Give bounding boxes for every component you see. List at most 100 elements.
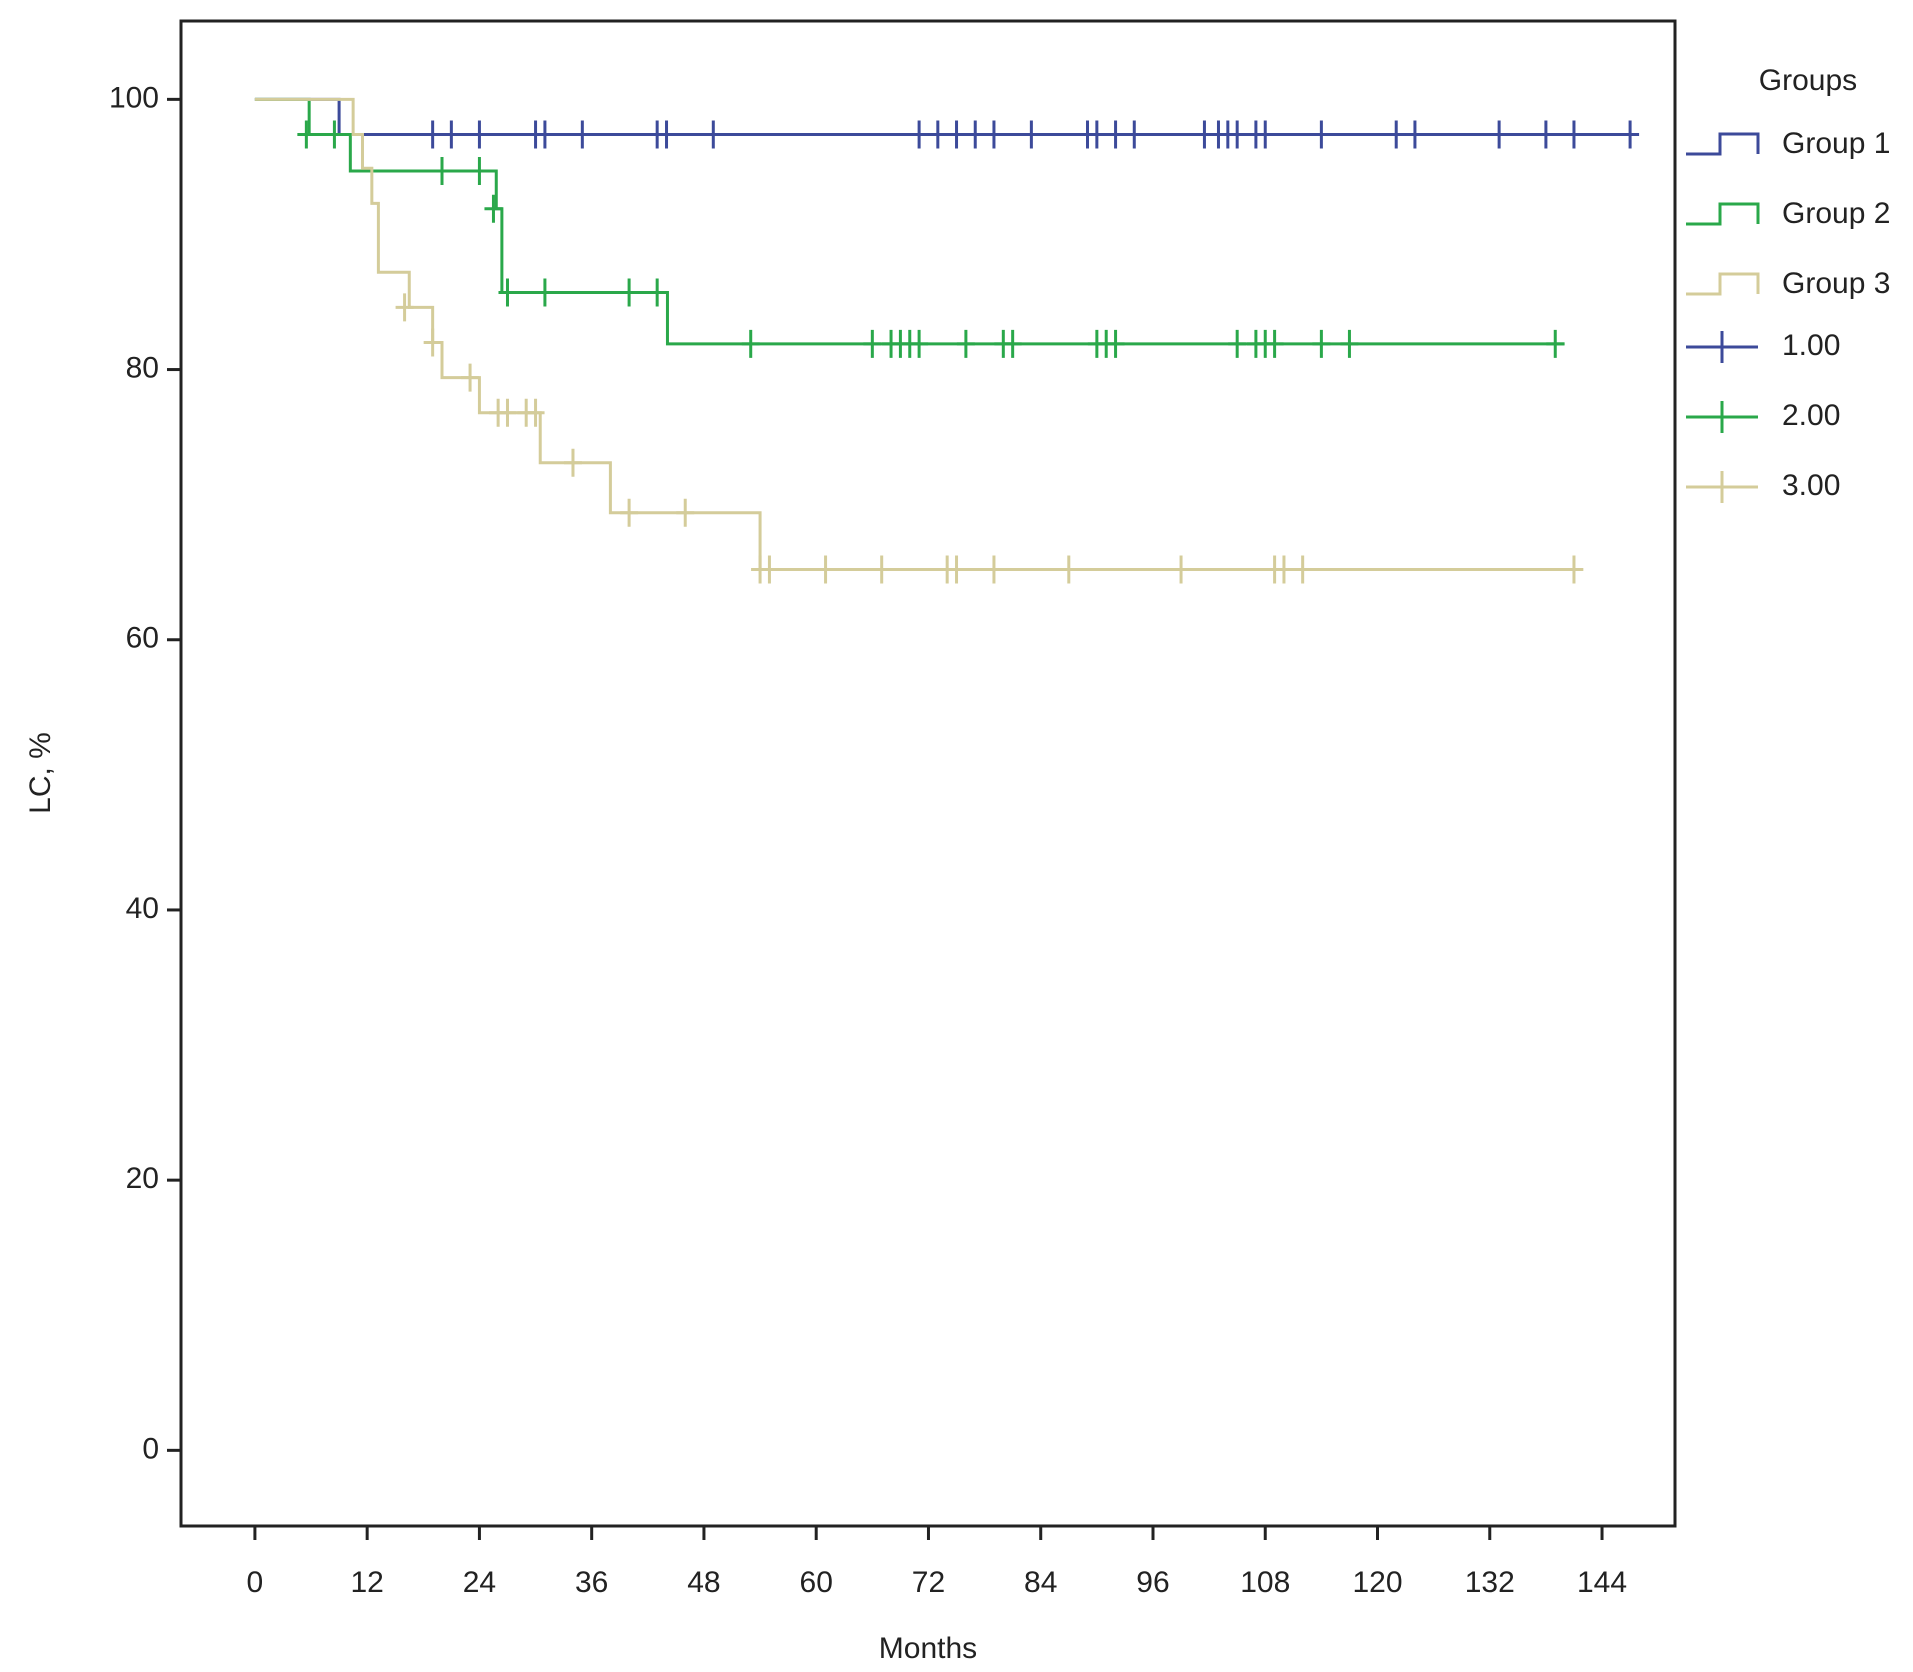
censor-mark: [1125, 120, 1144, 149]
survival-curve: [254, 97, 1584, 572]
censor-mark: [573, 120, 592, 149]
censor-mark: [297, 120, 316, 149]
x-tick-label: 84: [1024, 1566, 1057, 1599]
censor-mark: [760, 555, 779, 584]
censor-mark: [956, 329, 975, 358]
y-axis-label: LC, %: [24, 732, 57, 814]
censor-mark: [484, 194, 503, 223]
legend-swatch: [1686, 202, 1760, 226]
censor-mark: [984, 120, 1003, 149]
censor-mark: [984, 555, 1003, 584]
censor-mark: [1172, 555, 1191, 584]
x-tick-label: 120: [1352, 1566, 1402, 1599]
censor-mark: [1387, 120, 1406, 149]
y-tick-label: 40: [126, 892, 159, 925]
censor-mark: [470, 156, 489, 185]
legend-swatch: [1686, 401, 1758, 433]
censor-mark: [470, 120, 489, 149]
censor-mark: [1256, 120, 1275, 149]
plot-frame: [179, 19, 1677, 1528]
censor-mark: [741, 329, 760, 358]
censor-mark: [498, 398, 517, 427]
legend-label: Group 2: [1782, 197, 1890, 230]
x-tick-label: 108: [1240, 1566, 1290, 1599]
censor-mark: [1106, 329, 1125, 358]
legend-label: 2.00: [1782, 399, 1840, 432]
survival-curve: [254, 97, 1565, 346]
legend-swatch: [1686, 272, 1760, 296]
censor-mark: [1564, 120, 1583, 149]
censor-mark: [1546, 329, 1565, 358]
censor-mark: [863, 329, 882, 358]
y-tick-label: 0: [142, 1432, 159, 1465]
censor-mark: [1490, 120, 1509, 149]
censor-mark: [928, 120, 947, 149]
censor-mark: [620, 278, 639, 307]
x-tick-label: 60: [800, 1566, 833, 1599]
censor-mark: [526, 398, 545, 427]
censor-mark: [423, 328, 442, 357]
censor-mark: [423, 120, 442, 149]
censor-mark: [872, 555, 891, 584]
legend-label: Group 1: [1782, 127, 1890, 160]
censor-mark: [1293, 555, 1312, 584]
censor-mark: [910, 329, 929, 358]
censor-mark: [1564, 555, 1583, 584]
censor-mark: [947, 555, 966, 584]
censor-mark: [620, 498, 639, 527]
legend-swatch: [1686, 132, 1760, 156]
censor-mark: [657, 120, 676, 149]
censor-mark: [395, 293, 414, 322]
x-tick-label: 24: [463, 1566, 496, 1599]
censor-mark: [1312, 329, 1331, 358]
censor-mark: [816, 555, 835, 584]
y-tick-label: 100: [109, 81, 159, 114]
legend-label: 1.00: [1782, 329, 1840, 362]
censor-mark: [461, 363, 480, 392]
y-tick-label: 20: [126, 1162, 159, 1195]
x-tick-label: 144: [1577, 1566, 1627, 1599]
censor-mark: [563, 448, 582, 477]
x-tick-label: 0: [247, 1566, 264, 1599]
legend-title: Groups: [1759, 64, 1857, 97]
censor-mark: [676, 498, 695, 527]
censor-mark: [1621, 120, 1640, 149]
censor-mark: [1087, 120, 1106, 149]
censor-mark: [1003, 329, 1022, 358]
censor-mark: [1312, 120, 1331, 149]
censor-mark: [1265, 329, 1284, 358]
x-tick-label: 12: [350, 1566, 383, 1599]
censor-mark: [910, 120, 929, 149]
y-tick-label: 80: [126, 351, 159, 384]
x-tick-label: 48: [687, 1566, 720, 1599]
x-tick-label: 96: [1136, 1566, 1169, 1599]
censor-mark: [1059, 555, 1078, 584]
x-tick-label: 36: [575, 1566, 608, 1599]
legend-label: 3.00: [1782, 469, 1840, 502]
censor-mark: [1274, 555, 1293, 584]
censor-mark: [1228, 329, 1247, 358]
censor-mark: [648, 278, 667, 307]
x-tick-label: 72: [912, 1566, 945, 1599]
legend-swatch: [1686, 331, 1758, 363]
censor-mark: [947, 120, 966, 149]
censor-mark: [1228, 120, 1247, 149]
censor-mark: [1536, 120, 1555, 149]
censor-mark: [1022, 120, 1041, 149]
censor-mark: [535, 120, 554, 149]
legend-label: Group 3: [1782, 267, 1890, 300]
censor-mark: [498, 278, 517, 307]
censor-mark: [433, 156, 452, 185]
censor-mark: [1405, 120, 1424, 149]
x-axis-label: Months: [879, 1632, 977, 1665]
censor-mark: [442, 120, 461, 149]
x-tick-label: 132: [1465, 1566, 1515, 1599]
censor-mark: [325, 120, 344, 149]
censor-mark: [966, 120, 985, 149]
censor-mark: [1106, 120, 1125, 149]
survival-curve: [254, 97, 1632, 136]
legend-swatch: [1686, 471, 1758, 503]
y-tick-label: 60: [126, 622, 159, 655]
